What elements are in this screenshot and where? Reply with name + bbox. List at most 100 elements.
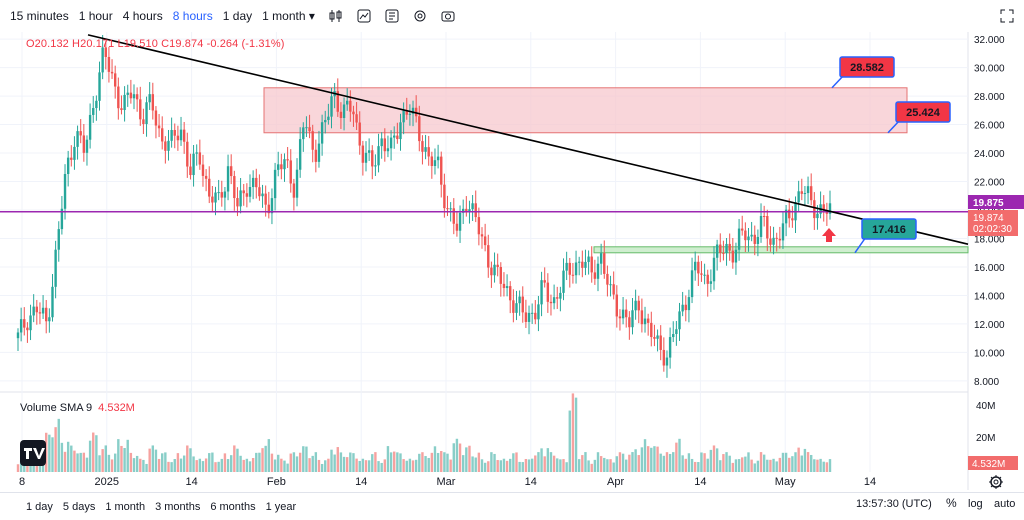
volume-bar <box>458 443 462 472</box>
compare-icon[interactable] <box>385 9 399 23</box>
volume-bar <box>634 449 637 472</box>
gear-icon[interactable] <box>988 474 1004 490</box>
timeframe-toolbar: 15 minutes 1 hour 4 hours 8 hours 1 day … <box>0 0 1024 32</box>
y-tick-label: 24.000 <box>974 149 1005 160</box>
volume-bar <box>468 445 471 472</box>
candle-body <box>653 337 656 339</box>
candle-body <box>483 236 487 246</box>
candle-body <box>606 273 609 285</box>
volume-bar <box>487 461 490 472</box>
candle-body <box>258 187 261 197</box>
range-6m[interactable]: 6 months <box>210 500 256 513</box>
volume-bar <box>590 463 593 472</box>
volume-bar <box>540 448 543 472</box>
candle-body <box>371 150 374 167</box>
volume-bar <box>104 445 107 472</box>
candle-body <box>443 184 446 209</box>
price-axis: 32.00030.00028.00026.00024.00022.00020.0… <box>974 35 1005 444</box>
candle-body <box>458 212 462 231</box>
candle-body <box>223 191 227 198</box>
zones <box>263 87 969 254</box>
volume-bar <box>571 393 575 472</box>
timeframe-1d[interactable]: 1 day <box>222 9 253 23</box>
candle-body <box>615 294 619 317</box>
volume-bar <box>446 453 449 472</box>
candle-body <box>480 234 484 237</box>
volume-bar <box>107 454 111 472</box>
candle-body <box>496 264 499 268</box>
volume-bar <box>245 458 249 472</box>
candle-body <box>295 169 299 198</box>
range-3m[interactable]: 3 months <box>155 500 201 513</box>
candle-body <box>725 243 728 254</box>
candle-body <box>173 129 176 136</box>
volume-bar <box>524 458 528 472</box>
timeframe-15m[interactable]: 15 minutes <box>10 9 69 23</box>
screenshot-icon[interactable] <box>441 9 455 23</box>
volume-bar <box>803 448 807 472</box>
candle-body <box>512 300 515 313</box>
candle-body <box>577 261 581 263</box>
volume-bar <box>186 445 189 472</box>
auto-toggle[interactable]: auto <box>994 498 1016 510</box>
candle-body <box>656 335 659 339</box>
candle-body <box>565 262 568 271</box>
timeframe-8h[interactable]: 8 hours <box>172 9 213 23</box>
volume-bar <box>559 459 562 472</box>
range-5d[interactable]: 5 days <box>62 500 96 513</box>
candle-body <box>499 267 503 284</box>
volume-bar <box>496 460 499 472</box>
volume-bar <box>264 445 267 472</box>
fullscreen-icon[interactable] <box>1000 9 1014 23</box>
settings-icon[interactable] <box>413 9 427 23</box>
volume-bar <box>208 453 211 472</box>
callout-label: 17.416 <box>872 224 906 236</box>
volume-badge-label: 4.532M <box>972 459 1005 470</box>
candle-body <box>211 196 214 203</box>
candle-body <box>273 169 277 199</box>
volume-bar <box>270 453 274 472</box>
timeframe-4h[interactable]: 4 hours <box>122 9 163 23</box>
log-toggle[interactable]: log <box>968 498 983 510</box>
volume-bar <box>352 453 355 472</box>
clock[interactable]: 13:57:30 (UTC) <box>856 498 932 510</box>
candle-body <box>684 304 687 311</box>
indicators-icon[interactable] <box>329 9 343 23</box>
volume-bar <box>248 461 252 472</box>
callouts: 28.582 25.424 17.416 <box>831 56 951 254</box>
range-1y[interactable]: 1 year <box>265 500 297 513</box>
candle-body <box>280 164 283 170</box>
candle-body <box>741 228 744 231</box>
volume-bar <box>534 455 537 472</box>
candle-body <box>753 234 756 244</box>
percent-toggle[interactable]: % <box>946 496 957 510</box>
timeframe-1h[interactable]: 1 hour <box>78 9 113 23</box>
candle-body <box>436 156 440 161</box>
volume-bar <box>672 452 675 472</box>
chart-type-icon[interactable] <box>357 9 371 23</box>
volume-bar <box>731 462 735 472</box>
volume-bar <box>744 456 747 472</box>
candle-body <box>113 73 117 87</box>
range-1d[interactable]: 1 day <box>26 500 53 513</box>
timeframe-1m[interactable]: 1 month ▾ <box>262 9 315 23</box>
candles <box>16 34 832 378</box>
volume-bar <box>465 447 468 472</box>
volume-bar <box>650 447 653 472</box>
volume-bar <box>737 459 741 472</box>
candle-body <box>759 215 763 237</box>
candle-body <box>283 159 286 170</box>
candle-body <box>383 138 387 152</box>
y-tick-label: 26.000 <box>974 121 1005 132</box>
candle-body <box>581 261 584 268</box>
candle-body <box>317 143 321 162</box>
candle-body <box>179 129 183 141</box>
candle-body <box>596 263 600 279</box>
volume-bar <box>255 452 258 472</box>
volume-bar <box>408 458 412 472</box>
volume-bar <box>63 451 67 472</box>
candle-body <box>788 209 791 219</box>
candle-body <box>79 131 82 136</box>
range-1m[interactable]: 1 month <box>105 500 146 513</box>
